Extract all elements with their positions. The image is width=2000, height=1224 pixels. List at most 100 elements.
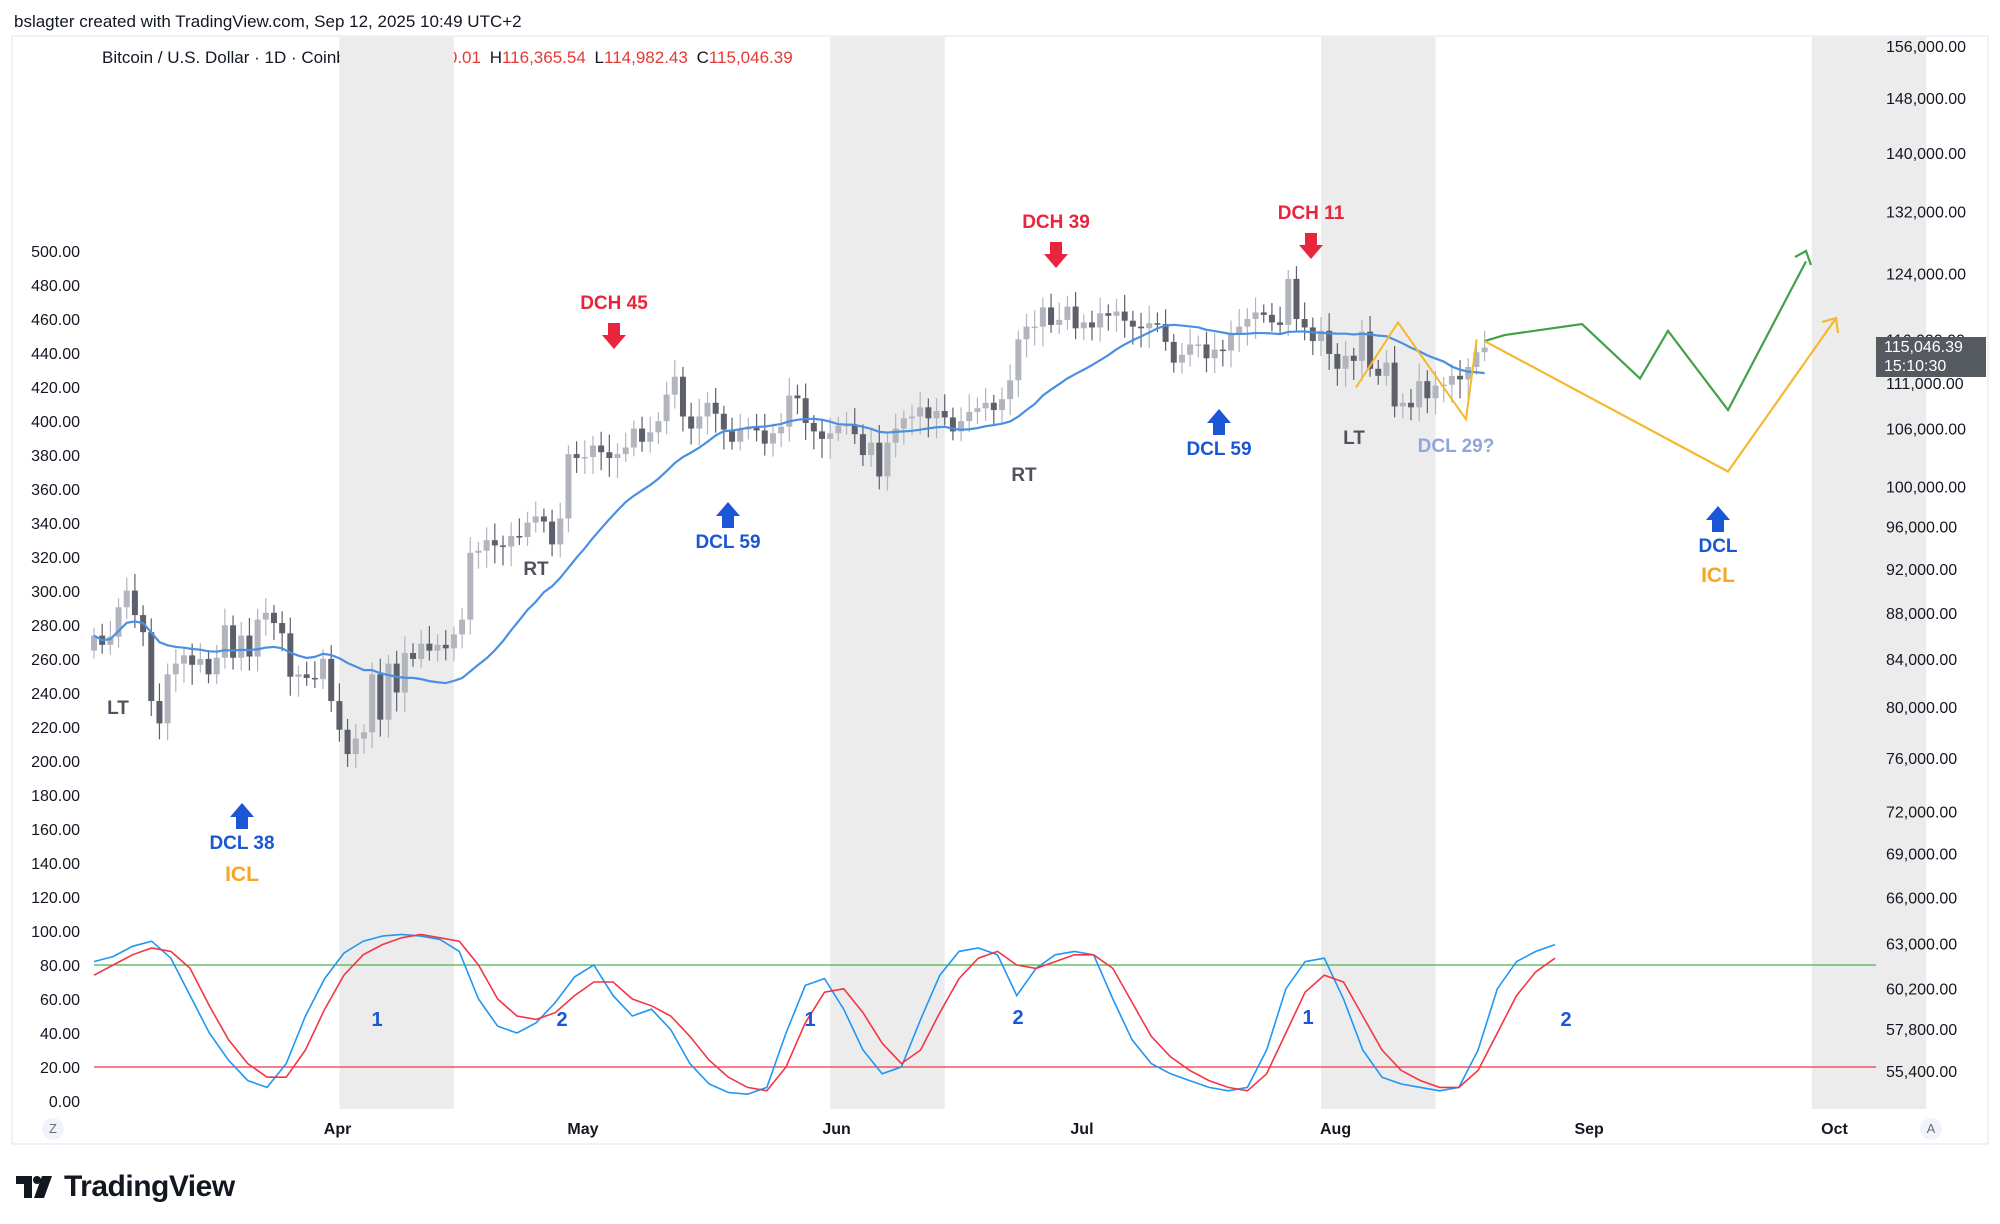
candle-body <box>614 454 621 458</box>
candle-body <box>655 421 662 433</box>
candle-body <box>925 407 932 419</box>
candle-body <box>688 416 695 429</box>
candle-body <box>573 454 580 458</box>
left-axis-tick: 480.00 <box>31 278 80 295</box>
right-axis-tick: 63,000.00 <box>1886 937 1957 954</box>
bar-countdown: 15:10:30 <box>1884 358 1947 375</box>
projection-arrowhead-orange <box>1821 316 1840 334</box>
left-axis-tick: 440.00 <box>31 346 80 363</box>
dch-arrow-icon <box>1044 242 1068 268</box>
candle-body <box>279 623 286 634</box>
candle-body <box>508 536 515 547</box>
candle-body <box>344 729 351 755</box>
candle-body <box>1219 349 1226 352</box>
candle-body <box>1252 312 1259 320</box>
candle-body <box>786 395 793 427</box>
annotation-dcl_faded: DCL 29? <box>1418 436 1495 457</box>
candle-body <box>385 663 392 720</box>
candle-body <box>328 658 335 702</box>
lt-trace-orange <box>1355 320 1478 422</box>
right-axis-tick: 72,000.00 <box>1886 805 1957 822</box>
right-axis-tick: 69,000.00 <box>1886 847 1957 864</box>
candle-body <box>958 421 965 432</box>
candle-body <box>213 657 220 675</box>
candle-body <box>1031 326 1038 329</box>
right-axis-tick: 84,000.00 <box>1886 652 1957 669</box>
candle-body <box>819 431 826 439</box>
dch-arrow-icon <box>1299 233 1323 259</box>
stochastic-cycle-label: 2 <box>556 1009 567 1031</box>
candle-body <box>320 658 327 680</box>
tradingview-brand[interactable]: TradingView <box>14 1170 235 1204</box>
candle-body <box>1064 306 1071 320</box>
candle-body <box>1358 331 1365 361</box>
annotation-dcl: DCL <box>1698 536 1737 557</box>
candle-body <box>287 633 294 677</box>
candle-body <box>1260 312 1267 315</box>
moving-average-line <box>93 323 1485 685</box>
candle-body <box>909 416 915 419</box>
candle-body <box>1268 314 1275 323</box>
left-axis-tick: 420.00 <box>31 380 80 397</box>
candle-body <box>949 417 956 432</box>
candle-body <box>1432 385 1439 399</box>
stochastic-cycle-label: 1 <box>1302 1007 1313 1029</box>
candle-body <box>1121 311 1128 321</box>
candle-body <box>1407 402 1414 408</box>
right-axis-tick: 80,000.00 <box>1886 700 1957 717</box>
candle-body <box>998 399 1005 411</box>
candle-body <box>238 635 245 658</box>
candle-body <box>360 732 367 739</box>
candle-body <box>892 428 899 443</box>
candle-body <box>164 674 171 724</box>
candle-body <box>884 442 891 477</box>
candle-body <box>516 536 523 538</box>
candle-body <box>1048 307 1055 325</box>
last-price-tag: 115,046.39 15:10:30 <box>1876 337 1986 377</box>
left-axis-tick: 60.00 <box>40 992 80 1009</box>
annotation-icl: ICL <box>1701 564 1735 587</box>
candle-body <box>1023 326 1030 340</box>
x-axis-tick: Jul <box>1070 1121 1093 1138</box>
candle-body <box>1293 278 1300 320</box>
created-by-header: bslagter created with TradingView.com, S… <box>14 12 522 31</box>
candle-body <box>1097 313 1104 328</box>
left-axis-tick: 140.00 <box>31 856 80 873</box>
candle-body <box>778 426 785 434</box>
candle-body <box>868 442 875 456</box>
x-axis-tick: Aug <box>1320 1121 1351 1138</box>
x-axis-tick: Apr <box>324 1121 352 1138</box>
cycle-shade-band <box>1811 37 1927 1109</box>
timezone-button[interactable]: Z <box>42 1118 64 1140</box>
annotation-dcl: DCL 38 <box>209 833 274 854</box>
candle-body <box>500 545 506 547</box>
price-chart[interactable]: 1 2 1 2 1 2 LT DCL 38 ICL RT DCH 45 DCL 59 DCH 39 RT… <box>0 0 2000 1160</box>
candle-body <box>532 516 539 523</box>
candle-body <box>262 612 269 620</box>
right-axis-tick: 124,000.00 <box>1886 266 1966 283</box>
auto-scale-button[interactable]: A <box>1920 1118 1942 1140</box>
candle-body <box>1039 307 1046 327</box>
candle-body <box>663 394 670 422</box>
candle-body <box>107 636 114 645</box>
left-axis-tick: 400.00 <box>31 414 80 431</box>
right-axis-tick: 57,800.00 <box>1886 1022 1957 1039</box>
candle-body <box>1448 375 1455 385</box>
candle-body <box>990 402 997 411</box>
candle-body <box>1129 320 1136 327</box>
left-axis-tick: 360.00 <box>31 482 80 499</box>
candle-body <box>982 402 989 409</box>
x-axis-tick: Oct <box>1821 1121 1848 1138</box>
candle-body <box>475 550 482 553</box>
annotation-dcl: DCL 59 <box>695 532 760 553</box>
symbol-name[interactable]: Bitcoin / U.S. Dollar · 1D · Coinbase <box>102 48 374 67</box>
candle-body <box>712 402 719 414</box>
candle-body <box>1146 323 1153 329</box>
right-axis-tick: 148,000.00 <box>1886 91 1966 108</box>
stochastic-cycle-label: 1 <box>371 1009 382 1031</box>
candle-body <box>753 426 760 431</box>
candle-body <box>491 540 498 546</box>
candle-body <box>859 434 866 456</box>
candle-body <box>1162 324 1169 342</box>
